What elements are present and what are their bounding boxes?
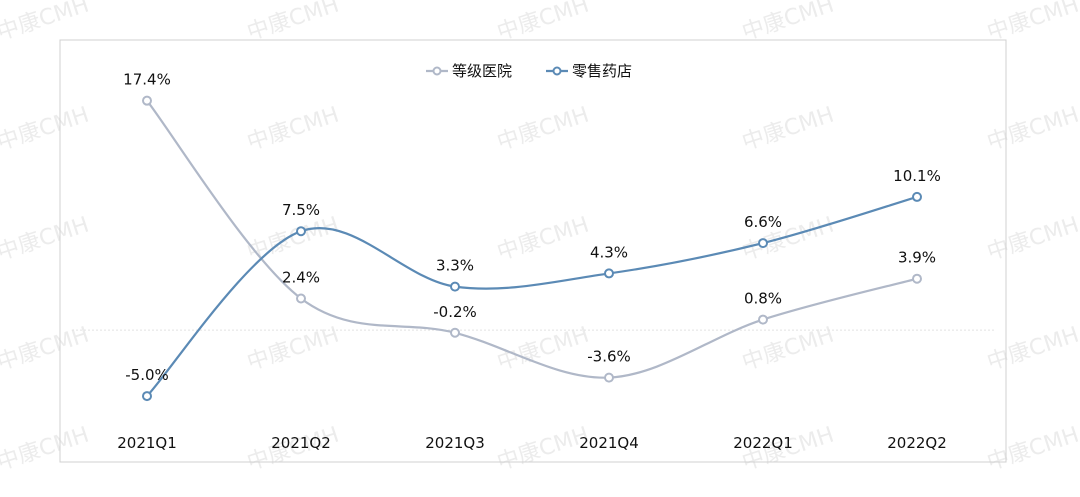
x-tick-label: 2021Q2 — [271, 434, 331, 452]
data-label: 3.9% — [898, 249, 936, 267]
data-point — [142, 95, 152, 106]
data-point — [604, 372, 614, 383]
x-tick-label: 2022Q1 — [733, 434, 793, 452]
watermark-text: 中康CMH — [984, 213, 1080, 266]
x-tick-label: 2021Q1 — [117, 434, 177, 452]
data-label: -0.2% — [433, 303, 477, 321]
watermark-text: 中康CMH — [0, 103, 92, 156]
watermark-text: 中康CMH — [0, 323, 92, 376]
watermark-text: 中康CMH — [0, 0, 92, 46]
legend: 等级医院 零售药店 — [426, 62, 632, 80]
watermark-text: 中康CMH — [244, 0, 342, 46]
watermark-text: 中康CMH — [244, 103, 342, 156]
data-label: -5.0% — [125, 366, 169, 384]
series-2 — [142, 191, 922, 402]
data-label: 4.3% — [590, 243, 628, 261]
watermark-text: 中康CMH — [0, 213, 92, 266]
data-labels: 17.4% 2.4% -0.2% -3.6% 0.8% 3.9% -5.0% 7.5% 3.3%… — [123, 71, 941, 384]
data-point — [912, 191, 922, 202]
watermark-text: 中康CMH — [494, 423, 592, 476]
x-tick-label: 2021Q3 — [425, 434, 485, 452]
legend-item: 零售药店 — [546, 62, 632, 80]
legend-item: 等级医院 — [426, 62, 512, 80]
legend-swatch-marker — [432, 66, 442, 76]
data-point — [450, 327, 460, 338]
legend-label: 等级医院 — [452, 62, 512, 80]
data-point — [758, 238, 768, 249]
watermark-text: 中康CMH — [739, 0, 837, 46]
watermark-text: 中康CMH — [739, 103, 837, 156]
watermark-text: 中康CMH — [984, 103, 1080, 156]
series-line — [146, 99, 918, 379]
watermark-text: 中康CMH — [0, 423, 92, 476]
data-label: 6.6% — [744, 213, 782, 231]
data-point — [758, 314, 768, 325]
series-line — [146, 195, 918, 397]
legend-label: 零售药店 — [572, 62, 632, 80]
watermark-text: 中康CMH — [494, 213, 592, 266]
x-tick-label: 2021Q4 — [579, 434, 639, 452]
legend-swatch-marker — [552, 66, 562, 76]
x-tick-label: 2022Q2 — [887, 434, 947, 452]
watermark-text: 中康CMH — [984, 423, 1080, 476]
data-point — [912, 273, 922, 284]
data-label: 2.4% — [282, 268, 320, 286]
watermark-text: 中康CMH — [494, 0, 592, 46]
series-layer: 17.4% 2.4% -0.2% -3.6% 0.8% 3.9% -5.0% 7.5% 3.3%… — [123, 71, 941, 402]
watermark-text: 中康CMH — [494, 103, 592, 156]
x-axis: 2021Q1 2021Q2 2021Q3 2021Q4 2022Q1 2022Q2 — [117, 434, 947, 452]
data-point — [296, 293, 306, 304]
watermark-text: 中康CMH — [984, 0, 1080, 46]
data-point — [450, 281, 460, 292]
data-point — [296, 226, 306, 237]
series-1 — [142, 95, 922, 383]
watermark-text: 中康CMH — [984, 323, 1080, 376]
data-point — [604, 268, 614, 279]
data-label: 17.4% — [123, 71, 171, 89]
chart-frame — [59, 39, 1007, 463]
data-label: 7.5% — [282, 201, 320, 219]
data-label: -3.6% — [587, 348, 631, 366]
data-label: 3.3% — [436, 257, 474, 275]
data-label: 10.1% — [893, 167, 941, 185]
watermark-text: 中康CMH — [244, 213, 342, 266]
data-point — [142, 391, 152, 402]
data-label: 0.8% — [744, 290, 782, 308]
